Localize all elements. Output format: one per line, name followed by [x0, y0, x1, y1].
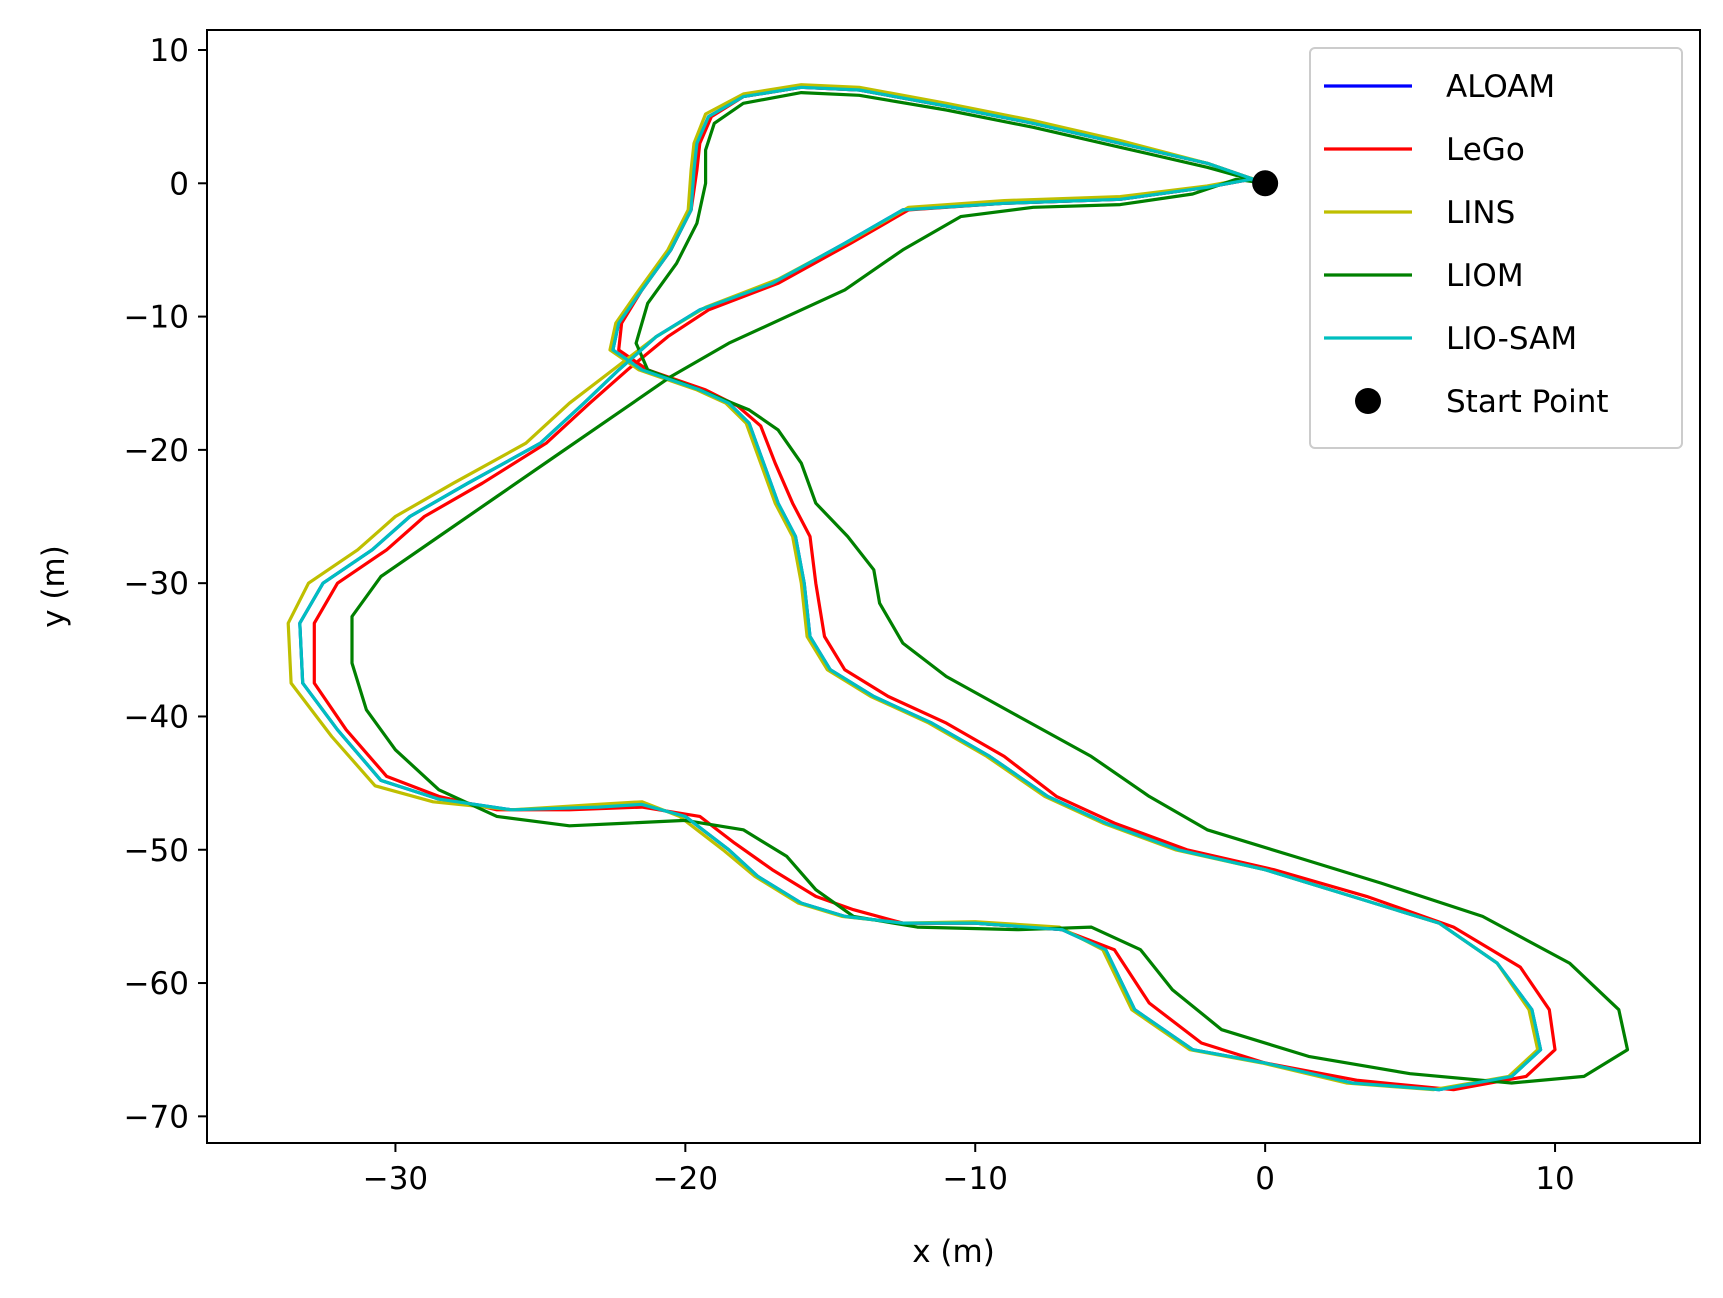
legend-label: LIO-SAM	[1446, 321, 1577, 357]
legend-label: ALOAM	[1446, 69, 1555, 105]
series-layer	[286, 83, 1630, 1092]
plot-frame	[206, 29, 1701, 1144]
y-tick-label: −30	[124, 566, 189, 602]
legend-label: LIOM	[1446, 258, 1524, 294]
y-tick-label: −70	[124, 1099, 189, 1135]
marker-layer	[1252, 170, 1279, 197]
y-axis: 10 0 −10 −20 −30 −40 −50 −60 −70	[124, 33, 207, 1135]
legend-label: Start Point	[1446, 384, 1609, 420]
y-tick-label: 0	[169, 166, 189, 202]
y-tick-label: −10	[124, 300, 189, 336]
legend: ALOAM LeGo LINS LIOM LIO-SAM Start Point	[1309, 47, 1683, 449]
x-tick-label: −30	[363, 1161, 428, 1197]
series-line-liom	[350, 91, 1630, 1085]
y-tick-label: −20	[124, 433, 189, 469]
x-tick-label: −20	[653, 1161, 718, 1197]
legend-label: LINS	[1446, 195, 1515, 231]
y-axis-label: y (m)	[36, 545, 72, 628]
x-tick-label: −10	[943, 1161, 1008, 1197]
legend-swatch	[1355, 388, 1381, 414]
x-tick-label: 10	[1535, 1161, 1574, 1197]
start-point-marker	[1252, 170, 1279, 197]
y-tick-label: 10	[150, 33, 189, 69]
x-tick-label: 0	[1255, 1161, 1275, 1197]
y-tick-label: −40	[124, 699, 189, 735]
legend-label: LeGo	[1446, 132, 1525, 168]
series-line-lio-sam	[298, 85, 1543, 1092]
x-axis-label: x (m)	[912, 1234, 995, 1270]
x-axis: −30 −20 −10 0 10	[363, 1143, 1575, 1197]
y-tick-label: −50	[124, 833, 189, 869]
y-tick-label: −60	[124, 966, 189, 1002]
